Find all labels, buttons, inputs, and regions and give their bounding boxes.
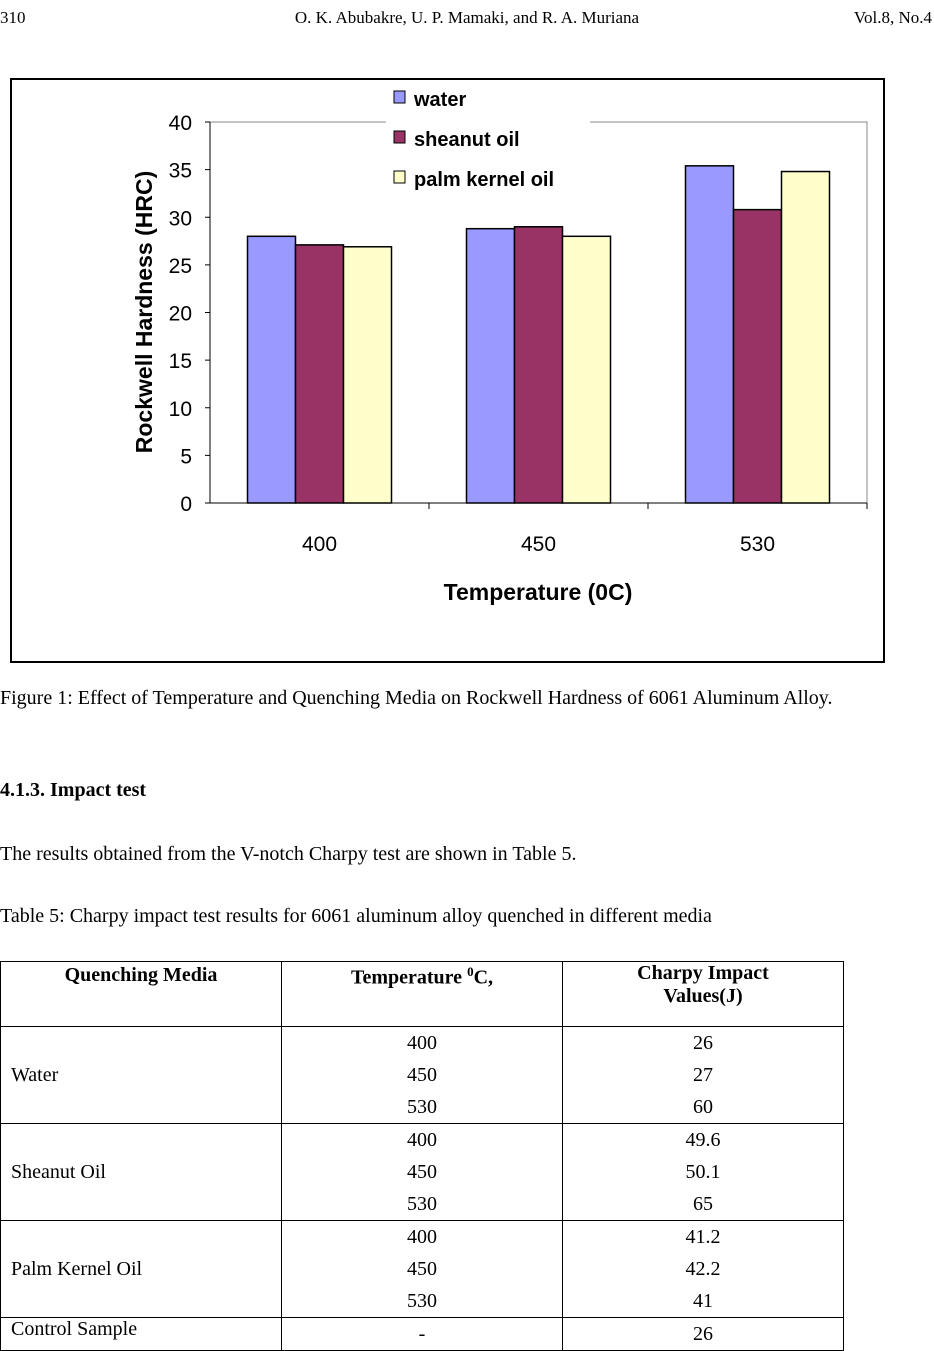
legend-label: sheanut oil xyxy=(414,129,520,151)
bar-palm-kernel-oil xyxy=(780,170,831,504)
bar-water xyxy=(684,165,735,504)
section-heading: 4.1.3. Impact test xyxy=(0,779,147,801)
legend-swatch xyxy=(393,90,406,104)
table-row: Palm Kernel Oil 400 450 530 41.2 42.2 41 xyxy=(0,1220,844,1318)
volume: Vol.8, No.4 xyxy=(853,8,932,27)
y-tick-label: 25 xyxy=(169,255,192,278)
table-row: Water 400 450 530 26 27 60 xyxy=(0,1026,844,1124)
bar-sheanut-oil xyxy=(513,226,564,504)
x-tick-label: 400 xyxy=(302,533,337,556)
cell: Control Sample xyxy=(0,1317,282,1351)
col-header: Quenching Media xyxy=(0,961,282,1027)
y-tick-label: 40 xyxy=(169,112,192,135)
charpy-table: Quenching Media Temperature 0C, Charpy I… xyxy=(0,961,844,1351)
chart-frame xyxy=(10,78,885,663)
x-axis-title: Temperature (0C) xyxy=(444,579,633,605)
cell: 26 xyxy=(562,1317,844,1351)
cell: 41.2 42.2 41 xyxy=(562,1220,844,1318)
legend-label: water xyxy=(413,89,466,111)
y-tick-label: 10 xyxy=(169,398,192,421)
cell: 26 27 60 xyxy=(562,1026,844,1124)
table-row: Sheanut Oil 400 450 530 49.6 50.1 65 xyxy=(0,1123,844,1221)
bar-water xyxy=(465,227,516,504)
legend-swatch xyxy=(393,170,406,184)
col-header: Charpy Impact Values(J) xyxy=(562,961,844,1027)
bar-palm-kernel-oil xyxy=(342,246,393,504)
bar-sheanut-oil xyxy=(732,208,783,504)
cell: 400 450 530 xyxy=(281,1026,563,1124)
y-tick-label: 0 xyxy=(180,493,192,516)
cell: 49.6 50.1 65 xyxy=(562,1123,844,1221)
running-authors: O. K. Abubakre, U. P. Mamaki, and R. A. … xyxy=(294,8,640,27)
legend xyxy=(386,82,590,194)
cell: 400 450 530 xyxy=(281,1220,563,1318)
x-tick-label: 530 xyxy=(740,533,775,556)
table-row: Control Sample - 26 xyxy=(0,1317,844,1351)
bar-sheanut-oil xyxy=(294,244,345,504)
bar-palm-kernel-oil xyxy=(561,235,612,504)
cell: Palm Kernel Oil xyxy=(0,1220,282,1318)
paragraph: The results obtained from the V-notch Ch… xyxy=(0,843,577,865)
bar-chart: 0 5 10 15 20 25 30 35 40 400 450 530 Temperature (0C… xyxy=(131,82,868,605)
y-tick-label: 35 xyxy=(169,160,192,183)
y-tick-label: 15 xyxy=(169,350,192,373)
table-caption: Table 5: Charpy impact test results for … xyxy=(0,905,712,927)
col-header: Temperature 0C, xyxy=(281,961,563,1027)
page-number: 310 xyxy=(0,8,26,27)
x-tick-label: 450 xyxy=(521,533,556,556)
figure-caption: Figure 1: Effect of Temperature and Quen… xyxy=(0,687,833,709)
legend-swatch xyxy=(393,130,406,144)
y-tick-label: 5 xyxy=(180,445,192,468)
cell: Sheanut Oil xyxy=(0,1123,282,1221)
y-axis-title: Rockwell Hardness (HRC) xyxy=(131,171,157,453)
y-tick-label: 20 xyxy=(169,303,192,326)
cell: 400 450 530 xyxy=(281,1123,563,1221)
y-tick-label: 30 xyxy=(169,207,192,230)
cell: - xyxy=(281,1317,563,1351)
legend-label: palm kernel oil xyxy=(414,169,554,191)
bar-water xyxy=(246,235,297,504)
cell: Water xyxy=(0,1026,282,1124)
